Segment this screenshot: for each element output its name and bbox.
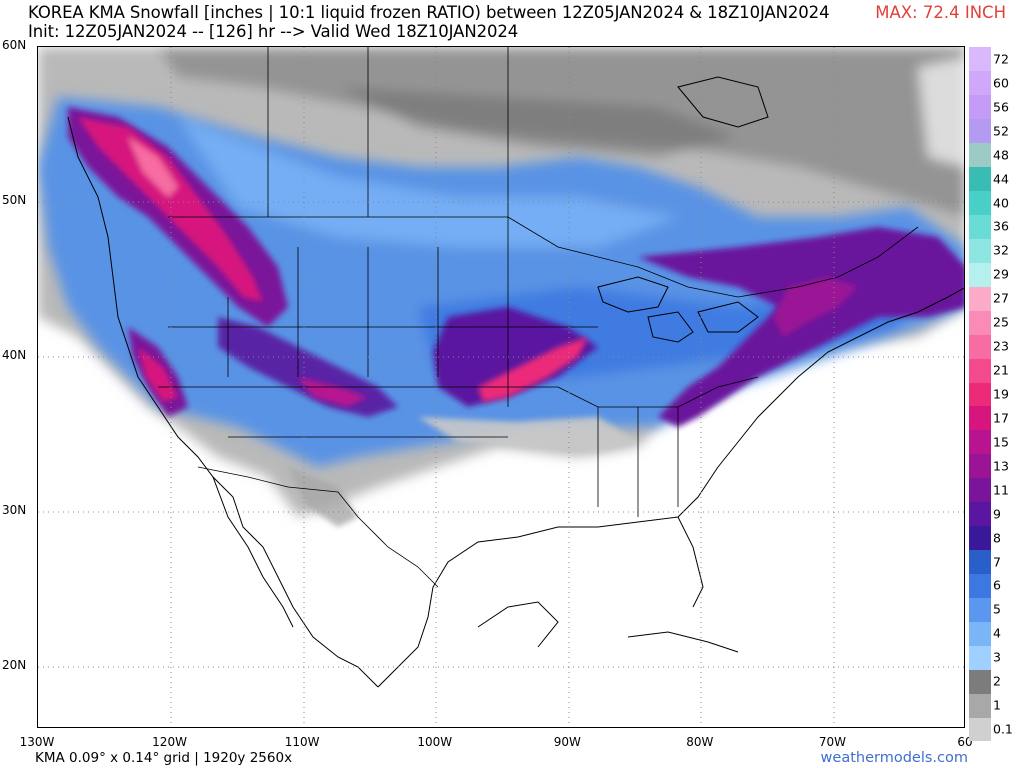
- lon-label: 130W: [19, 735, 55, 749]
- coastlines: [67, 76, 964, 688]
- legend-tick-label: 27: [993, 290, 1009, 306]
- lon-label: 100W: [417, 735, 453, 749]
- snow-magenta-swaths: [78, 117, 858, 407]
- lat-label: 20N: [2, 658, 27, 672]
- grid-info: KMA 0.09° x 0.14° grid | 1920y 2560x: [35, 750, 293, 766]
- legend-tick-label: 2: [993, 673, 1001, 689]
- legend-color-cell: [969, 358, 991, 383]
- legend-color-cell: [969, 645, 991, 670]
- legend-tick-label: 29: [993, 266, 1009, 282]
- legend-color-cell: [969, 405, 991, 431]
- legend-color-cell: [969, 70, 991, 96]
- lon-label: 80W: [686, 735, 714, 749]
- lon-label: 110W: [284, 735, 320, 749]
- legend-color-cell: [969, 94, 991, 120]
- legend-color-cell: [969, 190, 991, 215]
- legend-color-cell: [969, 47, 991, 72]
- legend-tick-label: 15: [993, 434, 1009, 450]
- lat-label: 50N: [2, 193, 27, 207]
- legend-color-cell: [969, 717, 991, 742]
- map-canvas: [38, 47, 964, 727]
- legend-color-cell: [969, 501, 991, 527]
- legend-color-cell: [969, 286, 991, 311]
- lon-label: 120W: [152, 735, 187, 749]
- legend-tick-label: 5: [993, 601, 1001, 617]
- legend-tick-label: 11: [993, 482, 1009, 498]
- legend-color-cell: [969, 238, 991, 263]
- snow-south-fringe: [288, 417, 638, 527]
- lat-label: 30N: [2, 503, 27, 517]
- legend-color-cell: [969, 334, 991, 359]
- legend-color-cell: [969, 166, 991, 192]
- lon-label: 70W: [818, 735, 846, 749]
- legend-tick-label: 23: [993, 338, 1009, 354]
- legend-tick-label: 32: [993, 242, 1009, 258]
- color-legend: [969, 47, 991, 742]
- legend-tick-label: 13: [993, 458, 1009, 474]
- legend-color-cell: [969, 118, 991, 144]
- legend-color-cell: [969, 669, 991, 694]
- legend-color-cell: [969, 382, 991, 407]
- legend-tick-label: 6: [993, 577, 1001, 593]
- legend-color-cell: [969, 573, 991, 598]
- header: KOREA KMA Snowfall [inches | 10:1 liquid…: [0, 0, 1024, 46]
- legend-tick-label: 60: [993, 75, 1009, 91]
- max-value-label: MAX: 72.4 INCH: [875, 3, 1006, 22]
- legend-tick-label: 19: [993, 386, 1009, 402]
- legend-tick-label: 25: [993, 314, 1009, 330]
- legend-tick-label: 36: [993, 218, 1009, 234]
- legend-tick-label: 7: [993, 554, 1001, 570]
- legend-tick-label: 8: [993, 530, 1001, 546]
- legend-color-cell: [969, 477, 991, 503]
- legend-color-cell: [969, 621, 991, 646]
- legend-color-cell: [969, 693, 991, 718]
- legend-tick-label: 72: [993, 51, 1009, 67]
- legend-tick-label: 48: [993, 147, 1009, 163]
- legend-color-cell: [969, 262, 991, 287]
- legend-tick-label: 9: [993, 506, 1001, 522]
- legend-tick-label: 44: [993, 171, 1009, 187]
- snowfall-map: [37, 46, 965, 728]
- legend-color-cell: [969, 549, 991, 574]
- legend-tick-label: 21: [993, 362, 1009, 378]
- lat-label: 60N: [2, 38, 27, 52]
- legend-color-cell: [969, 214, 991, 239]
- chart-title: KOREA KMA Snowfall [inches | 10:1 liquid…: [28, 3, 830, 22]
- chart-subtitle: Init: 12Z05JAN2024 -- [126] hr --> Valid…: [28, 22, 519, 41]
- legend-tick-label: 1: [993, 697, 1001, 713]
- legend-tick-label: 4: [993, 625, 1001, 641]
- legend-tick-label: 40: [993, 195, 1009, 211]
- political-borders: [158, 47, 919, 588]
- lat-label: 40N: [2, 348, 27, 362]
- lon-label: 90W: [553, 735, 581, 749]
- legend-tick-label: 0.1: [993, 721, 1013, 737]
- legend-color-cell: [969, 453, 991, 479]
- legend-tick-label: 17: [993, 410, 1009, 426]
- lon-label: 60: [957, 735, 973, 749]
- legend-tick-label: 52: [993, 123, 1009, 139]
- legend-color-cell: [969, 310, 991, 335]
- legend-color-cell: [969, 142, 991, 168]
- legend-color-cell: [969, 597, 991, 622]
- legend-tick-label: 56: [993, 99, 1009, 115]
- legend-tick-label: 3: [993, 649, 1001, 665]
- legend-color-cell: [969, 525, 991, 551]
- site-link[interactable]: weathermodels.com: [820, 750, 968, 766]
- legend-color-cell: [969, 429, 991, 455]
- graticule: [38, 47, 964, 727]
